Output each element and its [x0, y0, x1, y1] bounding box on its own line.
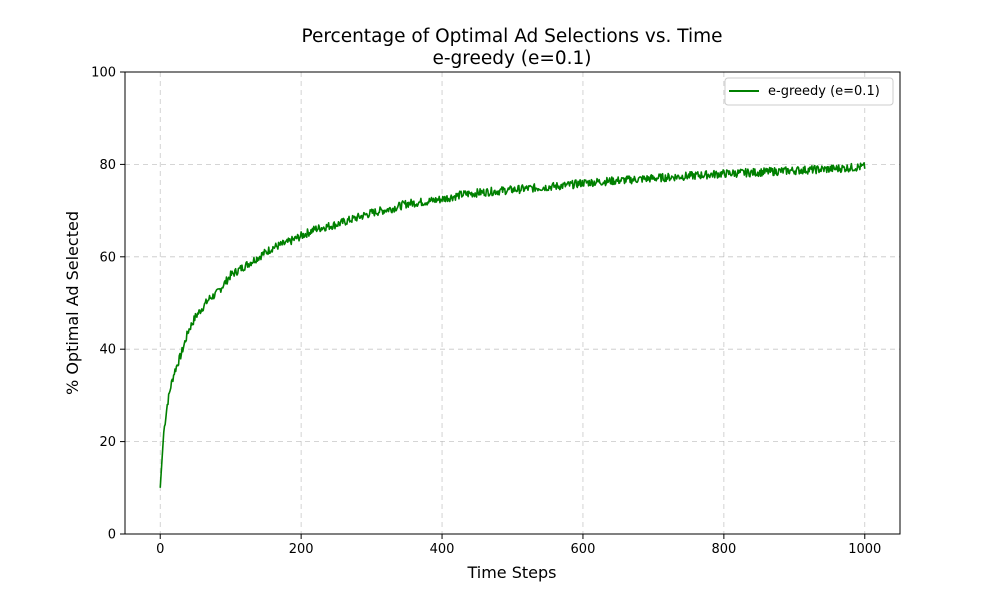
y-tick-label: 100	[91, 66, 116, 81]
legend: e-greedy (e=0.1)	[724, 77, 894, 106]
x-axis-label: Time Steps	[466, 563, 556, 582]
x-tick-label: 1000	[848, 542, 881, 557]
x-tick-label: 600	[571, 542, 596, 557]
y-tick-label: 60	[99, 250, 116, 265]
x-tick-label: 800	[711, 542, 736, 557]
y-tick-label: 80	[99, 158, 116, 173]
y-tick-label: 20	[99, 435, 116, 450]
chart-title-line2: e-greedy (e=0.1)	[432, 48, 591, 69]
series-layer	[159, 162, 866, 488]
y-tick-label: 40	[99, 343, 116, 358]
x-tick-label: 200	[289, 542, 314, 557]
ticks: 0 200 400 600 800 1000 0 20 40 60 80 100	[91, 66, 881, 558]
x-tick-label: 0	[156, 542, 164, 557]
series-line	[159, 162, 866, 488]
chart-title-line1: Percentage of Optimal Ad Selections vs. …	[301, 26, 722, 47]
legend-label: e-greedy (e=0.1)	[768, 84, 880, 99]
legend-box	[724, 77, 894, 106]
plot-frame	[124, 71, 901, 535]
y-axis-label: % Optimal Ad Selected	[63, 211, 82, 395]
y-tick-label: 0	[108, 528, 116, 543]
x-tick-label: 400	[430, 542, 455, 557]
grid	[125, 71, 900, 535]
